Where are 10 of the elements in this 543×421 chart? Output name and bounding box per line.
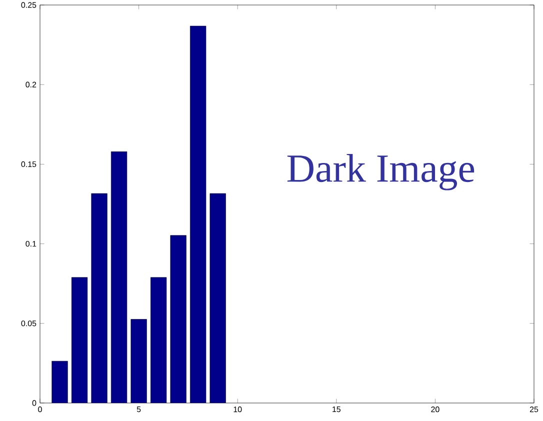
- bar: [210, 193, 226, 403]
- bar: [110, 151, 128, 403]
- bar: [52, 360, 68, 403]
- bar: [150, 277, 167, 403]
- bar: [130, 319, 147, 403]
- annotation: Dark Image: [287, 154, 474, 190]
- bar: [71, 277, 88, 403]
- bar: [190, 26, 206, 403]
- bar: [91, 193, 108, 403]
- bar: [170, 235, 186, 403]
